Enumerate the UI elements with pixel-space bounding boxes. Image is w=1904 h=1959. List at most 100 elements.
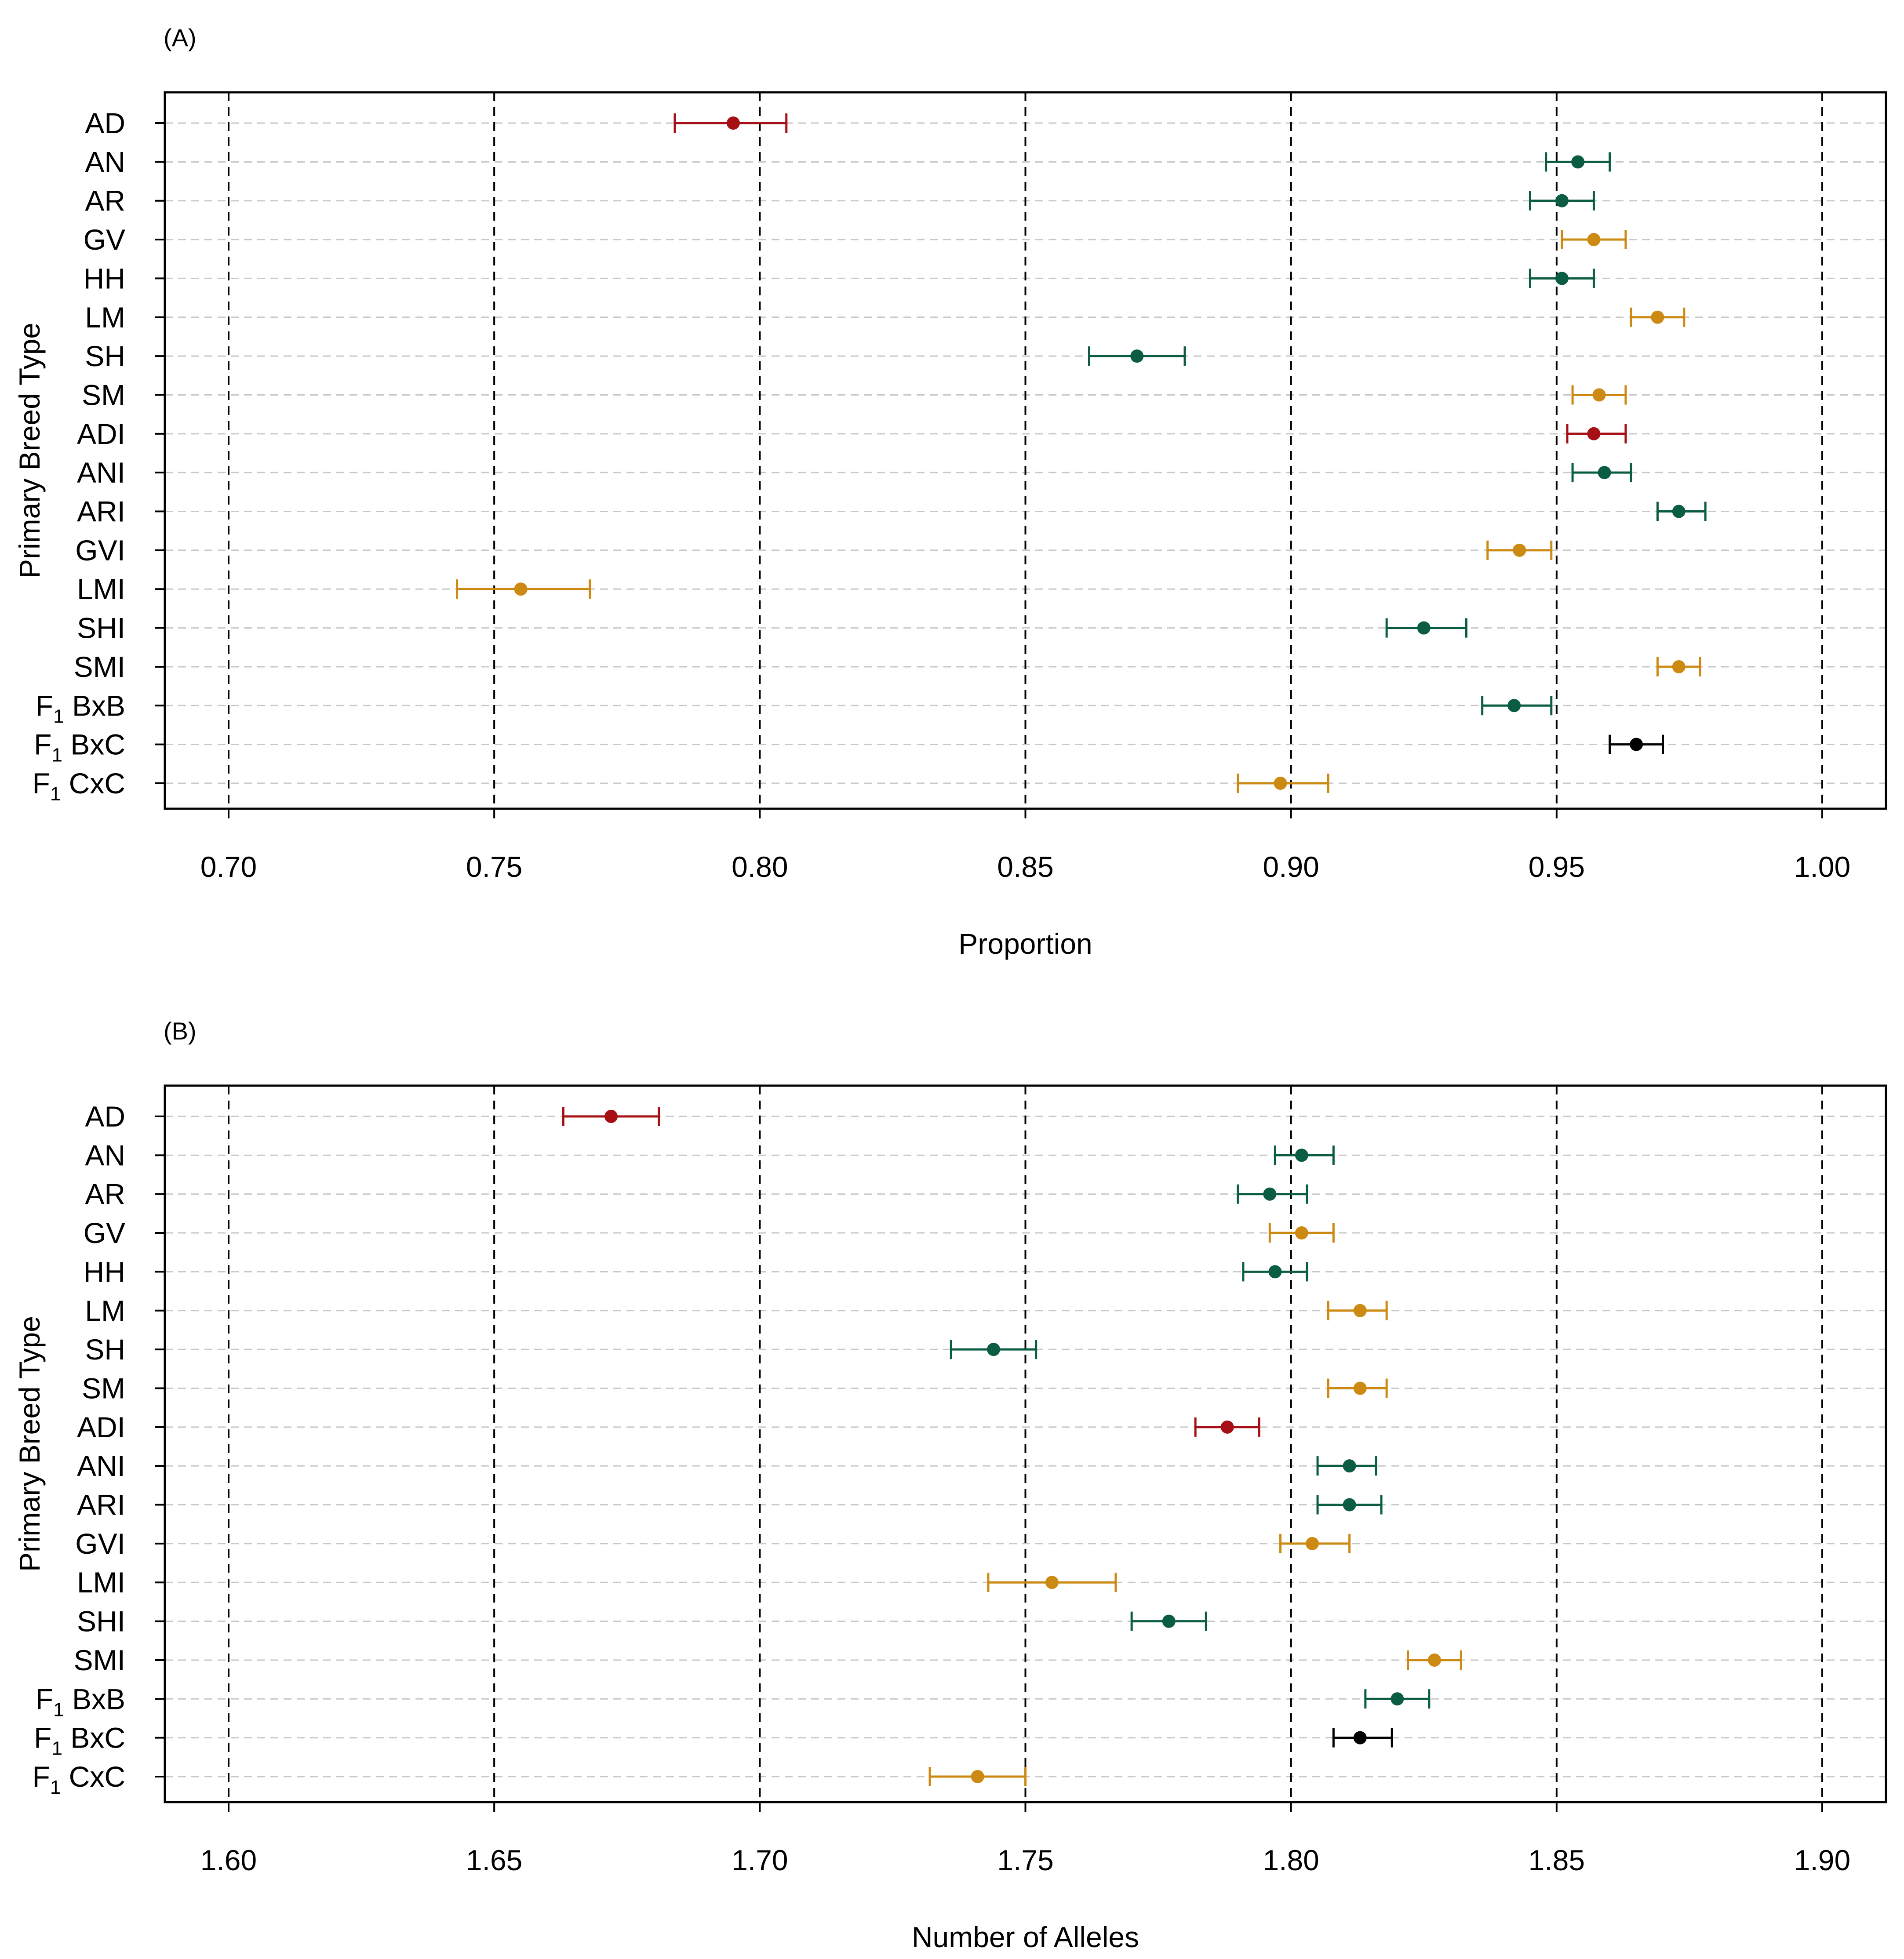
estimate-point [1162,1614,1176,1628]
x-tick-label: 0.90 [1263,850,1319,883]
y-tick-label: F1 CxC [33,1760,125,1798]
data-series-point [562,1107,660,1126]
x-tick-label: 1.00 [1794,850,1850,883]
x-tick-label: 1.60 [200,1844,257,1876]
y-tick-label: ARI [77,1489,125,1521]
data-series-point [1609,734,1664,754]
estimate-point [1555,272,1569,285]
estimate-point [604,1110,618,1123]
estimate-point [1220,1420,1234,1434]
y-tick-label: F1 BxC [34,1722,125,1759]
data-series-point [1630,307,1686,327]
data-series-point [1656,657,1701,676]
data-series-point [950,1340,1038,1359]
y-tick-label: HH [84,1255,125,1288]
estimate-point [1263,1187,1277,1201]
x-tick-label: 1.65 [466,1844,522,1876]
estimate-point [1571,155,1585,169]
y-tick-label: AN [85,145,125,178]
panel-label: (A) [164,24,197,51]
data-series-point [1242,1262,1308,1282]
estimate-point [1630,738,1643,751]
data-series-point [1327,1378,1388,1398]
estimate-point [971,1770,984,1783]
x-tick-label: 1.70 [732,1844,788,1876]
x-tick-label: 0.95 [1529,850,1585,883]
data-series-point [1088,346,1186,366]
estimate-point [1555,194,1569,207]
data-series-point [928,1767,1027,1786]
data-series-point [1130,1611,1207,1631]
data-series-point [673,113,788,133]
estimate-point [1295,1149,1308,1162]
y-tick-label: LMI [77,573,125,605]
y-tick-label: SHI [77,612,125,644]
estimate-point [1598,466,1611,480]
x-axis-title: Number of Alleles [912,1921,1139,1953]
data-series-point [1561,230,1627,250]
data-series-point [1481,696,1553,716]
y-tick-label: ARI [77,495,125,528]
x-tick-label: 0.70 [200,850,257,883]
data-series-point [1364,1689,1431,1709]
estimate-point [1513,543,1526,557]
data-series-point [1279,1534,1351,1553]
estimate-point [1672,660,1686,673]
x-tick-label: 0.85 [997,850,1053,883]
data-series-point [1316,1456,1377,1476]
y-tick-label: AN [85,1139,125,1171]
estimate-point [726,116,740,130]
x-tick-label: 0.80 [732,850,788,883]
x-tick-label: 0.75 [466,850,522,883]
data-series-point [1316,1495,1383,1515]
estimate-point [1391,1692,1404,1706]
y-axis-title: Primary Breed Type [13,323,46,578]
y-tick-label: F1 CxC [33,767,125,805]
panel-label: (B) [164,1017,197,1045]
y-tick-label: SH [85,1333,125,1366]
y-tick-label: ANI [77,1450,125,1482]
y-tick-label: SHI [77,1605,125,1638]
data-series-point [1545,152,1611,172]
data-series-point [1529,191,1595,211]
estimate-point [1343,1459,1356,1473]
x-tick-label: 1.75 [997,1844,1053,1876]
estimate-point [1427,1653,1441,1667]
estimate-point [1592,388,1606,402]
y-tick-label: LM [85,1294,125,1327]
data-series-point [1268,1223,1335,1243]
y-tick-label: ADI [77,1411,125,1443]
x-tick-label: 1.85 [1529,1844,1585,1876]
data-series-point [1332,1728,1393,1748]
estimate-point [1353,1731,1367,1745]
y-tick-label: GV [84,223,125,256]
y-tick-label: F1 BxB [36,1683,125,1720]
data-series-point [1566,424,1627,443]
data-series-point [1385,618,1467,638]
data-series-point [1486,540,1553,560]
data-series-point [1194,1417,1260,1437]
plot-frame [164,91,1887,810]
y-tick-label: ADI [77,418,125,450]
data-series-point [1274,1145,1335,1165]
estimate-point [1045,1576,1059,1589]
y-tick-label: LM [85,301,125,334]
estimate-point [1343,1498,1356,1512]
panel-a: (A) 0.70 0.75 0.80 0.85 0.90 0.95 1.00 AD AN AR GV H… [13,24,1887,960]
y-tick-label: AD [85,107,125,139]
estimate-point [1353,1381,1367,1395]
x-axis-title: Proportion [958,927,1092,960]
y-tick-label: SH [85,340,125,372]
data-series-point [456,579,591,599]
data-series-point [1571,385,1627,405]
estimate-point [1672,505,1686,518]
y-tick-label: AD [85,1100,125,1133]
estimate-point [1587,427,1601,440]
estimate-point [1274,777,1287,790]
estimate-point [1651,310,1664,324]
estimate-point [514,582,528,596]
y-tick-label: SM [82,378,125,411]
data-series-point [987,1573,1117,1592]
data-series-point [1656,502,1707,521]
